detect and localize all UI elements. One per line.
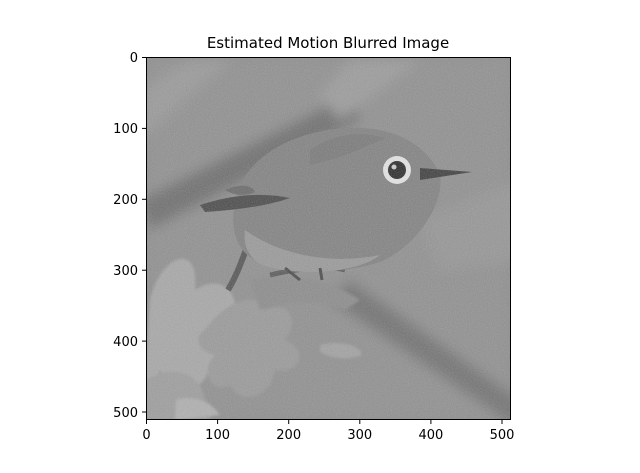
y-tick-label: 200 [113, 193, 138, 208]
y-tick-label: 100 [113, 122, 138, 137]
x-tick-label: 400 [418, 428, 443, 443]
y-axis: 0 100 200 300 400 500 [113, 51, 146, 421]
axes-frame [146, 57, 511, 420]
x-tick-label: 300 [347, 428, 372, 443]
x-tick-label: 500 [490, 428, 515, 443]
y-tick-label: 500 [113, 406, 138, 421]
x-tick-label: 100 [205, 428, 230, 443]
y-tick-label: 400 [113, 335, 138, 350]
y-tick-label: 300 [113, 264, 138, 279]
image-area [146, 57, 511, 420]
x-tick-label: 200 [276, 428, 301, 443]
figure-title: Estimated Motion Blurred Image [207, 34, 449, 52]
x-tick-label: 0 [142, 428, 150, 443]
x-axis: 0 100 200 300 400 500 [142, 420, 514, 443]
y-tick-label: 0 [130, 51, 138, 66]
